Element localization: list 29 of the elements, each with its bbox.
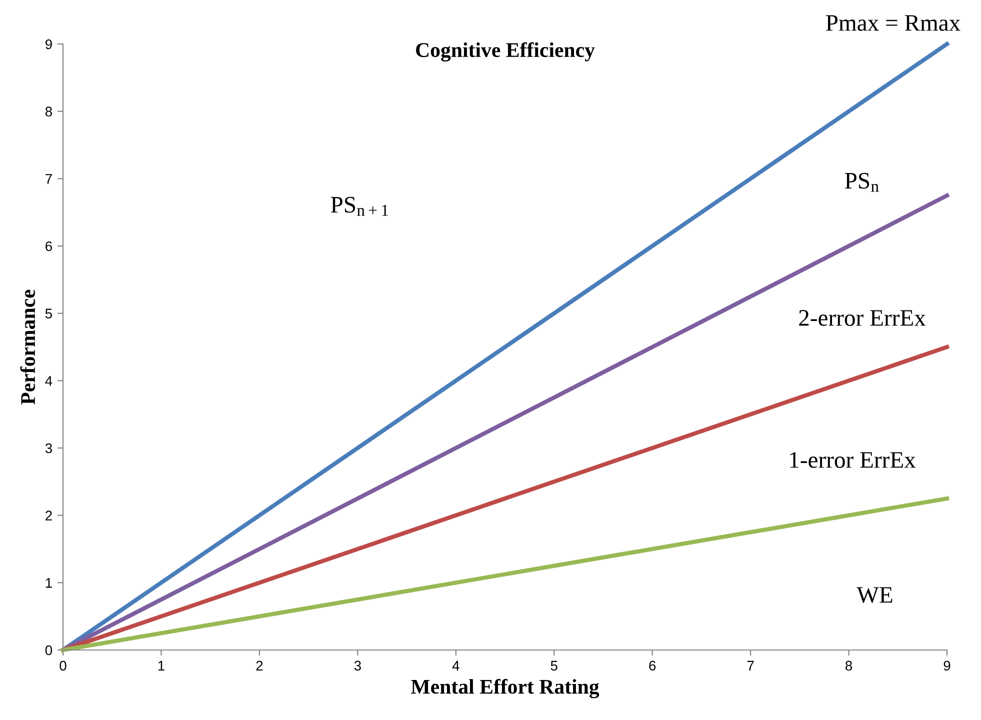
- y-tick-label: 2: [46, 510, 52, 520]
- annotation: PS$_{n+1}$: [330, 196, 388, 216]
- x-tick-label: 5: [550, 660, 558, 671]
- annotation: 1-error ErrEx: [790, 452, 916, 468]
- y-tick-label: 8: [45, 106, 52, 117]
- y-tick-label: 7: [46, 174, 52, 184]
- x-axis-title: Mental Effort Rating: [411, 678, 600, 698]
- y-tick-label: 1: [46, 578, 52, 588]
- y-tick-label: 3: [45, 443, 52, 454]
- x-tick-label: 2: [256, 660, 263, 670]
- annotation: PS$_{n}$: [844, 172, 879, 192]
- y-tick-label: 0: [45, 645, 52, 656]
- x-tick-label: 4: [452, 660, 460, 670]
- y-tick-label: 9: [46, 39, 52, 50]
- x-tick-label: 9: [944, 660, 950, 671]
- x-tick-label: 8: [846, 660, 852, 671]
- chart-title: Cognitive Efficiency: [416, 42, 595, 62]
- y-tick-label: 4: [45, 376, 52, 386]
- annotation: WE: [856, 587, 892, 604]
- x-tick-label: 7: [747, 660, 754, 670]
- x-tick-label: 0: [60, 660, 66, 671]
- text: Pmax = Rmax: [826, 15, 960, 31]
- x-tick-label: 3: [354, 660, 361, 671]
- x-tick-label: 1: [158, 660, 164, 670]
- y-tick-label: 5: [45, 308, 52, 319]
- y-tick-label: 6: [46, 241, 52, 252]
- y-axis-title: Performance: [20, 290, 36, 404]
- x-tick-label: 6: [649, 660, 656, 671]
- annotation: 2-error ErrEx: [799, 310, 926, 326]
